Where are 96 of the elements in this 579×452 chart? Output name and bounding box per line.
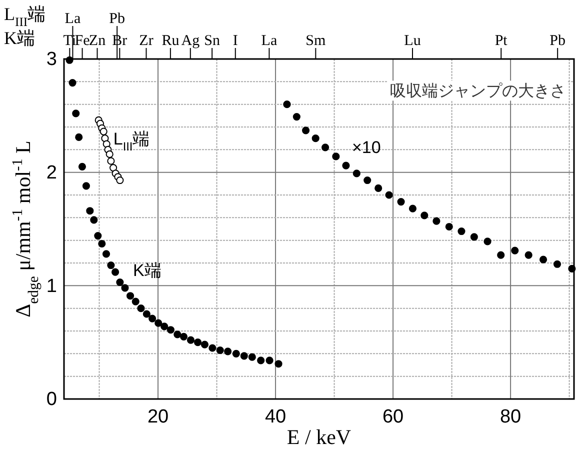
- point: [107, 157, 115, 165]
- ref-line-label: Ru: [162, 33, 180, 49]
- ref-line-label: Zr: [139, 33, 154, 49]
- point: [72, 110, 80, 118]
- point: [174, 330, 182, 338]
- point: [420, 212, 428, 220]
- point: [154, 319, 162, 327]
- point: [194, 338, 202, 346]
- point: [408, 204, 417, 212]
- point: [82, 182, 90, 190]
- point: [497, 251, 505, 259]
- ref-line-label: Fe: [74, 33, 90, 49]
- point: [458, 227, 466, 236]
- ref-line-label: La: [261, 33, 278, 49]
- point: [266, 356, 274, 364]
- point: [364, 176, 372, 184]
- annotation: 吸収端ジャンプの大きさ: [390, 82, 566, 100]
- x-tick-label: 20: [147, 406, 169, 428]
- point: [166, 326, 174, 334]
- point: [553, 260, 562, 268]
- point: [110, 164, 118, 172]
- x-tick-label: 60: [382, 406, 404, 428]
- point: [292, 113, 300, 121]
- ref-line-label: Lu: [404, 33, 422, 49]
- point: [107, 261, 115, 270]
- point: [142, 310, 150, 318]
- point: [232, 350, 240, 358]
- point: [321, 144, 330, 152]
- point: [208, 344, 216, 352]
- point: [352, 170, 360, 178]
- point: [385, 191, 393, 199]
- point: [102, 250, 110, 258]
- point: [342, 162, 350, 170]
- point: [312, 134, 320, 142]
- point: [68, 79, 76, 87]
- point: [470, 233, 478, 241]
- point: [283, 100, 291, 108]
- ref-line-label: Ag: [181, 33, 200, 49]
- point: [148, 314, 156, 322]
- point: [511, 246, 519, 254]
- point: [66, 56, 74, 64]
- point: [224, 348, 232, 356]
- point: [75, 133, 83, 141]
- y-tick-label: 2: [46, 162, 57, 184]
- point: [216, 346, 224, 354]
- point: [302, 126, 310, 134]
- y-tick-label: 0: [46, 389, 57, 410]
- point: [86, 207, 94, 215]
- point: [78, 162, 86, 170]
- point: [240, 352, 248, 360]
- ref-line-label: Pt: [494, 33, 508, 49]
- y-tick-label: 1: [46, 276, 57, 297]
- point: [94, 232, 102, 240]
- point: [121, 284, 129, 292]
- ref-line-label: Pb: [550, 33, 566, 49]
- ref-line-label: Sn: [204, 33, 220, 49]
- point: [432, 217, 440, 225]
- point: [374, 184, 382, 192]
- point: [200, 340, 209, 348]
- point: [90, 216, 98, 224]
- ref-line-label: Pb: [109, 11, 126, 27]
- point: [274, 360, 282, 368]
- point: [186, 336, 195, 344]
- ref-line-label: I: [232, 33, 238, 49]
- text: L$_{III}$端: [4, 4, 46, 29]
- x-tick-label: 80: [500, 406, 522, 428]
- point: [445, 222, 453, 231]
- ref-line-label: Zn: [88, 33, 106, 49]
- point: [126, 292, 134, 300]
- y-tick-label: 3: [46, 49, 57, 70]
- annotation: L$_{III}$端: [113, 130, 150, 154]
- point: [524, 251, 532, 259]
- point: [160, 322, 168, 330]
- point: [180, 332, 188, 340]
- point: [484, 238, 492, 246]
- ref-line-label: Sm: [306, 33, 326, 49]
- point: [248, 353, 256, 361]
- x-axis-title: E / keV: [286, 425, 352, 449]
- point: [137, 304, 145, 312]
- x-tick-label: 40: [264, 406, 286, 428]
- ref-line-label: La: [64, 11, 81, 27]
- point: [100, 128, 108, 136]
- text: K端: [4, 28, 35, 48]
- point: [132, 298, 140, 306]
- point: [98, 240, 106, 248]
- point: [332, 152, 340, 160]
- point: [397, 198, 405, 206]
- point: [116, 278, 124, 286]
- point: [568, 264, 576, 272]
- point: [116, 176, 124, 184]
- annotation: ×10: [352, 138, 381, 158]
- annotation: K端: [133, 261, 162, 280]
- point: [106, 150, 114, 158]
- point: [539, 256, 548, 264]
- point: [112, 268, 120, 276]
- point: [257, 356, 265, 364]
